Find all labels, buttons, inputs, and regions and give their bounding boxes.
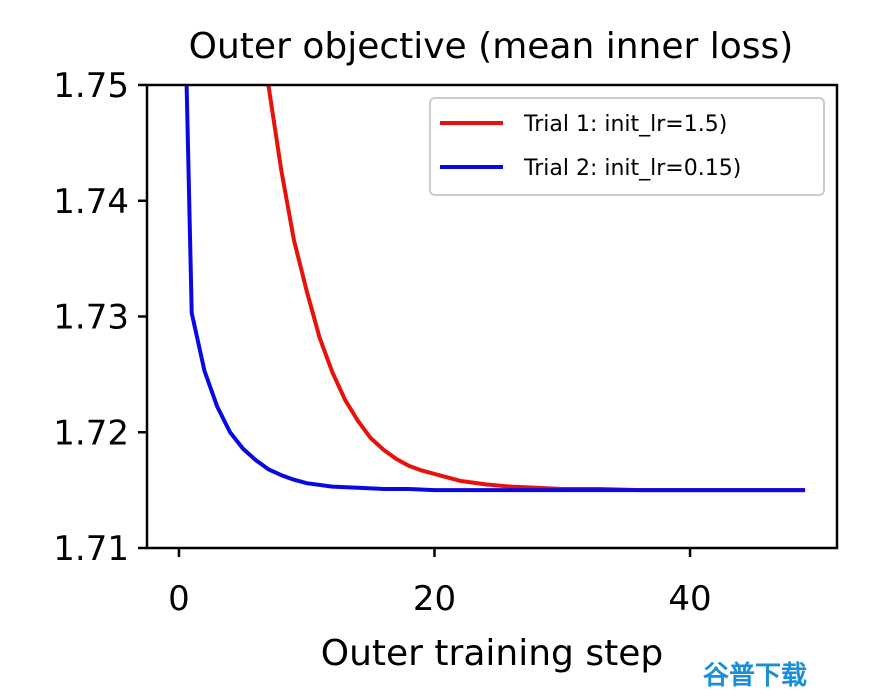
series-line-trial-2 [184,85,806,493]
watermark-text: 谷普下载 [703,660,807,691]
x-axis-label: Outer training step [321,633,663,674]
y-tick-label: 1.71 [53,529,129,569]
x-tick-label: 20 [413,579,456,619]
chart-title: Outer objective (mean inner loss) [189,26,794,67]
y-tick-label: 1.72 [53,413,129,453]
legend-label-trial-2: Trial 2: init_lr=0.15) [523,156,741,181]
x-tick-label: 0 [168,579,190,619]
legend-box [429,97,825,196]
y-axis: 1.71 1.72 1.73 1.74 1.75 [53,66,147,569]
legend-label-trial-1: Trial 1: init_lr=1.5) [523,112,727,137]
series-layer [184,85,806,493]
y-tick-label: 1.74 [53,182,129,222]
y-tick-label: 1.73 [53,298,129,338]
legend: Trial 1: init_lr=1.5) Trial 2: init_lr=0… [429,97,825,196]
y-tick-label: 1.75 [53,66,129,106]
x-axis: 0 20 40 [168,548,712,619]
x-tick-label: 40 [668,579,711,619]
